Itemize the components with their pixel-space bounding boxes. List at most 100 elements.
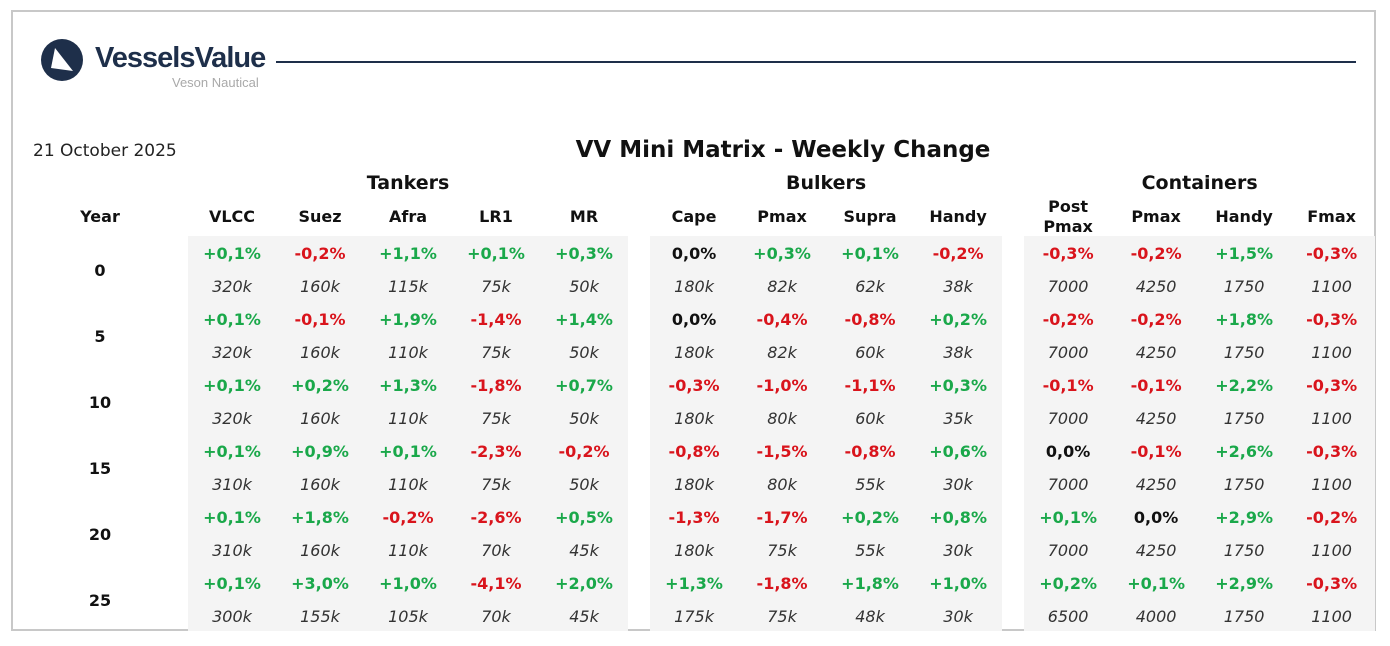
tankers-change-cell: -1,4% xyxy=(470,310,522,329)
containers-change-cell: -0,3% xyxy=(1306,376,1358,395)
containers-value-cell: 1750 xyxy=(1223,343,1265,362)
containers-value-cell: 7000 xyxy=(1047,541,1089,560)
containers-value-cell: 1100 xyxy=(1311,343,1352,362)
column-header-containers-post-pmax: Post Pmax xyxy=(1043,197,1093,236)
report-date: 21 October 2025 xyxy=(33,141,177,161)
tankers-value-cell: 320k xyxy=(212,277,252,296)
tankers-value-cell: 310k xyxy=(212,475,252,494)
group-bulkers: Bulkers xyxy=(785,172,867,194)
tankers-change-cell: +0,2% xyxy=(291,376,349,395)
bulkers-change-cell: +0,6% xyxy=(929,442,987,461)
tankers-change-cell: -0,2% xyxy=(294,244,346,263)
tankers-change-cell: +0,3% xyxy=(555,244,613,263)
year-label: 25 xyxy=(88,590,112,610)
bulkers-value-cell: 80k xyxy=(767,475,797,494)
tankers-value-cell: 155k xyxy=(300,607,340,626)
containers-change-cell: -0,2% xyxy=(1130,244,1182,263)
bulkers-value-cell: 75k xyxy=(767,541,797,560)
brand-name: VesselsValue xyxy=(95,42,266,74)
value-row: 320k 160k 110k 75k 50k 180k 80k 60k 35k 7000 4250 1… xyxy=(12,402,1375,435)
bulkers-value-cell: 175k xyxy=(674,607,714,626)
containers-change-cell: +0,2% xyxy=(1039,574,1097,593)
containers-value-cell: 1750 xyxy=(1223,607,1265,626)
bulkers-change-cell: +1,8% xyxy=(841,574,899,593)
value-row: 310k 160k 110k 70k 45k 180k 75k 55k 30k 7000 4250 1… xyxy=(12,534,1375,567)
column-header-containers-handy: Handy xyxy=(1215,207,1273,226)
bulkers-change-cell: +0,2% xyxy=(929,310,987,329)
bulkers-change-cell: -1,5% xyxy=(756,442,808,461)
containers-value-cell: 1750 xyxy=(1223,277,1265,296)
brand-logo: VesselsValue Veson Nautical xyxy=(40,38,280,94)
tankers-value-cell: 45k xyxy=(569,541,599,560)
containers-value-cell: 4250 xyxy=(1135,277,1177,296)
containers-change-cell: -0,3% xyxy=(1306,244,1358,263)
tankers-change-cell: -2,6% xyxy=(470,508,522,527)
containers-value-cell: 7000 xyxy=(1047,277,1089,296)
containers-value-cell: 1100 xyxy=(1311,277,1352,296)
bulkers-change-cell: -1,8% xyxy=(756,574,808,593)
tankers-change-cell: +1,4% xyxy=(555,310,613,329)
bulkers-change-cell: -1,3% xyxy=(668,508,720,527)
tankers-value-cell: 110k xyxy=(388,343,428,362)
header-rule xyxy=(276,61,1356,63)
value-row: 300k 155k 105k 70k 45k 175k 75k 48k 30k 6500 4000 1… xyxy=(12,600,1375,633)
containers-change-cell: -0,1% xyxy=(1042,376,1094,395)
containers-value-cell: 4250 xyxy=(1135,475,1177,494)
tankers-change-cell: +1,3% xyxy=(379,376,437,395)
containers-value-cell: 1100 xyxy=(1311,541,1352,560)
tankers-value-cell: 160k xyxy=(300,409,340,428)
tankers-change-cell: +0,1% xyxy=(467,244,525,263)
tankers-value-cell: 300k xyxy=(212,607,252,626)
tankers-change-cell: +0,1% xyxy=(203,508,261,527)
column-header-tankers-vlcc: VLCC xyxy=(208,207,256,226)
column-header-bulkers-handy: Handy xyxy=(929,207,987,226)
tankers-change-cell: +2,0% xyxy=(555,574,613,593)
change-row: 0 +0,1% -0,2% +1,1% +0,1% +0,3% 0,0% +0,3% +0,1%… xyxy=(12,237,1375,280)
containers-change-cell: +1,5% xyxy=(1215,244,1273,263)
tankers-change-cell: -2,3% xyxy=(470,442,522,461)
bulkers-value-cell: 35k xyxy=(943,409,973,428)
bulkers-value-cell: 60k xyxy=(855,409,885,428)
bulkers-value-cell: 60k xyxy=(855,343,885,362)
tankers-change-cell: -0,1% xyxy=(294,310,346,329)
year-label: 0 xyxy=(94,260,106,280)
bulkers-change-cell: +1,3% xyxy=(665,574,723,593)
bulkers-change-cell: -0,3% xyxy=(668,376,720,395)
tankers-value-cell: 310k xyxy=(212,541,252,560)
tankers-value-cell: 45k xyxy=(569,607,599,626)
bulkers-change-cell: +1,0% xyxy=(929,574,987,593)
tankers-shade xyxy=(188,236,628,631)
column-header-containers-fmax: Fmax xyxy=(1307,207,1356,226)
containers-change-cell: -0,3% xyxy=(1306,574,1358,593)
containers-change-cell: +2,6% xyxy=(1215,442,1273,461)
containers-change-cell: -0,3% xyxy=(1306,442,1358,461)
containers-change-cell: +2,9% xyxy=(1215,574,1273,593)
tankers-value-cell: 70k xyxy=(481,607,511,626)
bulkers-change-cell: 0,0% xyxy=(671,310,717,329)
bulkers-change-cell: +0,3% xyxy=(753,244,811,263)
containers-shade xyxy=(1024,236,1375,631)
containers-change-cell: 0,0% xyxy=(1133,508,1179,527)
bulkers-value-cell: 30k xyxy=(943,541,973,560)
bulkers-value-cell: 75k xyxy=(767,607,797,626)
tankers-change-cell: -4,1% xyxy=(470,574,522,593)
bulkers-change-cell: +0,8% xyxy=(929,508,987,527)
containers-change-cell: -0,2% xyxy=(1306,508,1358,527)
value-row: 310k 160k 110k 75k 50k 180k 80k 55k 30k 7000 4250 1… xyxy=(12,468,1375,501)
bulkers-change-cell: -0,4% xyxy=(756,310,808,329)
bulkers-value-cell: 180k xyxy=(674,475,714,494)
bulkers-change-cell: 0,0% xyxy=(671,244,717,263)
containers-value-cell: 7000 xyxy=(1047,409,1089,428)
column-header-year: Year xyxy=(80,207,120,226)
tankers-change-cell: +1,8% xyxy=(291,508,349,527)
bulkers-value-cell: 82k xyxy=(767,277,797,296)
bulkers-value-cell: 180k xyxy=(674,343,714,362)
tankers-change-cell: +1,9% xyxy=(379,310,437,329)
tankers-value-cell: 50k xyxy=(569,475,599,494)
year-label: 20 xyxy=(88,524,112,544)
tankers-value-cell: 160k xyxy=(300,475,340,494)
containers-change-cell: -0,2% xyxy=(1130,310,1182,329)
tankers-change-cell: +0,1% xyxy=(203,244,261,263)
tankers-value-cell: 115k xyxy=(388,277,428,296)
bulkers-value-cell: 48k xyxy=(855,607,885,626)
